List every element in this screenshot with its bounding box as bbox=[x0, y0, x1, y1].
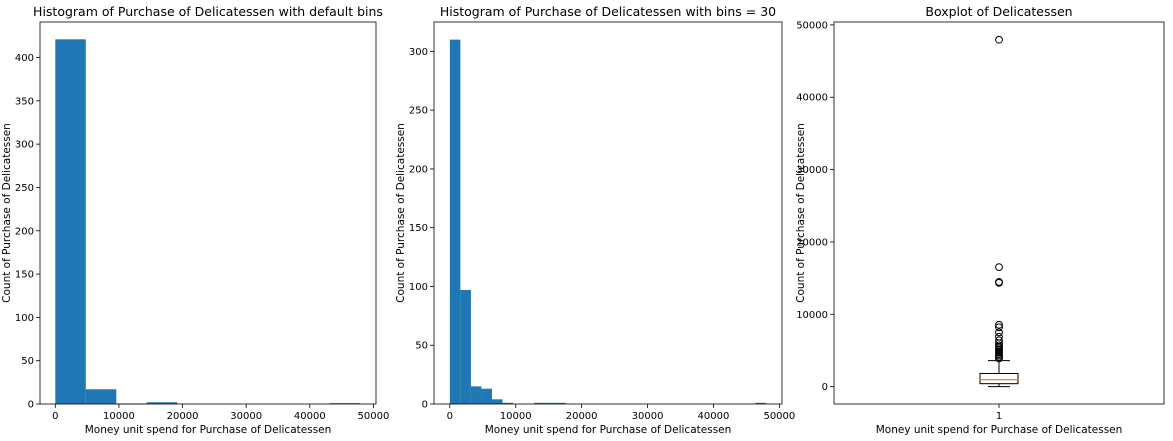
histogram-bar bbox=[555, 402, 566, 404]
histogram-bar bbox=[85, 389, 117, 404]
x-tick-label: 50000 bbox=[763, 411, 795, 422]
y-tick-label: 150 bbox=[15, 270, 34, 281]
y-tick-label: 200 bbox=[409, 164, 428, 175]
histogram-bar bbox=[55, 39, 86, 404]
histogram-bar bbox=[329, 403, 361, 404]
histogram-bar bbox=[460, 289, 471, 404]
outlier-point bbox=[995, 35, 1003, 44]
y-tick-label: 0 bbox=[28, 400, 34, 411]
x-tick-label: 0 bbox=[52, 411, 58, 422]
outlier-point bbox=[995, 323, 1003, 332]
histogram-30-bins: Histogram of Purchase of Delicatessen wi… bbox=[395, 4, 795, 436]
outlier-point bbox=[995, 332, 1003, 341]
y-tick-label: 50 bbox=[21, 356, 34, 367]
y-tick-label: 250 bbox=[15, 183, 34, 194]
histogram-bar bbox=[544, 402, 556, 404]
histogram-bar bbox=[146, 402, 178, 404]
y-tick-label: 10000 bbox=[796, 310, 828, 321]
histogram-bar bbox=[755, 402, 766, 404]
y-tick-label: 100 bbox=[15, 313, 34, 324]
outlier-point bbox=[995, 263, 1003, 271]
iqr-box bbox=[979, 372, 1019, 385]
chart-title: Boxplot of Delicatessen bbox=[925, 4, 1072, 19]
outlier-point bbox=[995, 336, 1003, 345]
axes-frame bbox=[433, 21, 783, 405]
histogram-bar bbox=[534, 402, 545, 404]
x-axis-label: Money unit spend for Purchase of Delicat… bbox=[876, 424, 1123, 436]
y-tick-label: 350 bbox=[15, 96, 34, 107]
y-tick-label: 250 bbox=[409, 106, 428, 117]
x-tick-label: 40000 bbox=[294, 411, 326, 422]
histogram-bar bbox=[449, 39, 461, 404]
axes-frame bbox=[39, 21, 377, 405]
y-axis-label: Count of Purchase of Delicatessen bbox=[1, 123, 13, 303]
outlier-point bbox=[995, 320, 1003, 329]
x-axis-label: Money unit spend for Purchase of Delicat… bbox=[485, 424, 732, 436]
y-tick-label: 400 bbox=[15, 53, 34, 64]
histogram-bar bbox=[491, 399, 503, 404]
y-tick-label: 150 bbox=[409, 223, 428, 234]
x-tick-label: 20000 bbox=[167, 411, 199, 422]
x-tick-label: 30000 bbox=[230, 411, 262, 422]
chart-title: Histogram of Purchase of Delicatessen wi… bbox=[440, 4, 776, 19]
y-tick-label: 100 bbox=[409, 282, 428, 293]
histogram-bar bbox=[502, 402, 514, 404]
x-tick-label: 1 bbox=[996, 411, 1002, 422]
x-tick-label: 30000 bbox=[632, 411, 664, 422]
x-tick-label: 0 bbox=[447, 411, 453, 422]
outlier-point bbox=[995, 328, 1003, 337]
y-tick-label: 20000 bbox=[796, 237, 828, 248]
x-tick-label: 10000 bbox=[500, 411, 532, 422]
x-tick-label: 20000 bbox=[566, 411, 598, 422]
y-tick-label: 30000 bbox=[796, 165, 828, 176]
y-tick-label: 300 bbox=[15, 140, 34, 151]
y-tick-label: 300 bbox=[409, 47, 428, 58]
y-axis-label: Count of Purchase of Delicatessen bbox=[795, 123, 807, 303]
boxplot-delicatessen: Boxplot of Delicatessen Money unit spend… bbox=[795, 4, 1165, 436]
axes-frame bbox=[833, 21, 1165, 405]
x-tick-label: 10000 bbox=[103, 411, 135, 422]
y-tick-label: 0 bbox=[822, 382, 828, 393]
histogram-bar bbox=[481, 388, 492, 404]
outlier-point bbox=[995, 341, 1003, 350]
x-axis-label: Money unit spend for Purchase of Delicat… bbox=[85, 424, 332, 436]
y-tick-label: 40000 bbox=[796, 93, 828, 104]
y-tick-label: 50000 bbox=[796, 20, 828, 31]
x-tick-label: 50000 bbox=[358, 411, 390, 422]
y-tick-label: 200 bbox=[15, 226, 34, 237]
chart-title: Histogram of Purchase of Delicatessen wi… bbox=[33, 4, 383, 19]
x-tick-label: 40000 bbox=[698, 411, 730, 422]
outlier-point bbox=[995, 278, 1003, 286]
y-tick-label: 0 bbox=[422, 400, 428, 411]
y-axis-label: Count of Purchase of Delicatessen bbox=[395, 123, 407, 303]
y-tick-label: 50 bbox=[415, 341, 428, 352]
histogram-default-bins: Histogram of Purchase of Delicatessen wi… bbox=[1, 4, 389, 436]
histogram-bar bbox=[470, 386, 482, 404]
